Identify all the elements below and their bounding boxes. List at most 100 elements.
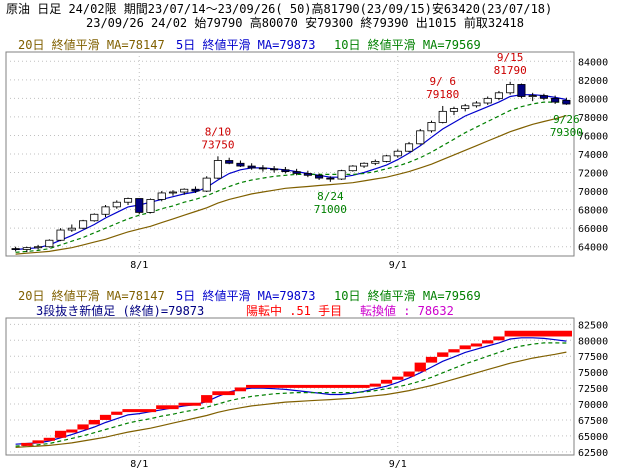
new-price-brick — [88, 419, 100, 425]
new-price-brick — [77, 424, 89, 430]
new-price-brick — [414, 362, 426, 372]
new-price-brick — [122, 409, 157, 413]
y-tick-label: 62500 — [578, 448, 608, 459]
candle-body — [539, 95, 548, 99]
new-price-brick — [504, 330, 572, 337]
annotation-value: 79180 — [426, 88, 459, 101]
new-price-brick — [32, 440, 44, 444]
annotation-value: 71000 — [314, 203, 347, 216]
header-line-1: 原油 日足 24/02限 期間23/07/14～23/09/26( 50)高81… — [6, 2, 553, 16]
candle-body — [438, 110, 447, 123]
new-price-brick — [380, 379, 393, 384]
candle-body — [281, 169, 290, 173]
annotation-value: 79300 — [550, 126, 583, 139]
candle-body — [45, 239, 54, 248]
candle-body — [449, 108, 459, 112]
y-tick-label: 72500 — [578, 384, 608, 395]
top-legend-ma20: 20日 終値平滑 MA=78147 — [18, 38, 165, 52]
y-tick-label: 75000 — [578, 368, 608, 379]
ma20-line — [15, 114, 567, 255]
candle-body — [270, 168, 279, 171]
kagi-label: 3段抜き新値足 (終値)=79873 — [36, 304, 205, 318]
candle-body — [236, 162, 245, 167]
candle-body — [67, 227, 76, 231]
candle-body — [225, 160, 234, 164]
new-price-brick — [448, 349, 460, 353]
new-price-panel: 62500 65000 67500 70000 72500 75000 77500 80000… — [5, 317, 608, 470]
candle-body — [315, 174, 324, 179]
new-price-brick — [99, 414, 112, 420]
candle-body — [360, 162, 369, 167]
candle-body — [180, 188, 189, 193]
new-price-brick — [54, 430, 67, 438]
candle-body — [90, 213, 99, 222]
annotation-date: 8/24 — [317, 190, 344, 203]
x-tick-label: 8/1 — [130, 459, 148, 470]
candle-body — [146, 199, 155, 213]
y-tick-label: 64000 — [578, 243, 608, 254]
candle-body — [191, 188, 200, 192]
candle-body — [22, 247, 31, 250]
candle-body — [404, 143, 414, 152]
annotation-date: 9/ 6 — [429, 75, 456, 88]
annotation-date: 8/10 — [205, 125, 232, 138]
candle-body — [258, 167, 267, 170]
new-price-brick — [425, 356, 438, 363]
y-tick-label: 68000 — [578, 206, 608, 217]
new-price-brick — [403, 371, 415, 377]
x-tick-label: 9/1 — [389, 260, 407, 271]
candle-body — [416, 130, 425, 145]
new-price-brick — [21, 442, 33, 446]
candle-body — [472, 102, 481, 107]
ma20-line — [15, 351, 567, 448]
x-tick-label: 9/1 — [389, 459, 407, 470]
y-tick-label: 77500 — [578, 352, 608, 363]
candle-body — [427, 122, 436, 132]
y-tick-label: 76000 — [578, 131, 608, 142]
candle-body — [483, 97, 492, 104]
header-line-2: 23/09/26 24/02 始79790 高80070 安79300 終793… — [86, 16, 525, 30]
ma5-line — [15, 94, 567, 251]
candle-body — [517, 84, 526, 97]
candle-body — [135, 198, 144, 213]
candle-body — [371, 161, 380, 164]
candle-body — [247, 165, 256, 169]
annotation-value: 81790 — [494, 64, 527, 77]
top-legend-ma5: 5日 終値平滑 MA=79873 — [176, 38, 316, 52]
candle-body — [11, 248, 20, 250]
candle-body — [528, 95, 537, 97]
candle-body — [292, 171, 301, 174]
annotation-date: 9/26 — [553, 113, 580, 126]
ma10-line — [15, 342, 567, 447]
candle-body — [494, 92, 503, 99]
annotation-date: 9/15 — [497, 51, 524, 64]
bottom-legend-ma10: 10日 終値平滑 MA=79569 — [334, 289, 481, 303]
y-tick-label: 82000 — [578, 76, 608, 87]
candle-body — [101, 206, 110, 215]
candle-body — [168, 191, 178, 194]
candle-body — [303, 173, 312, 176]
bottom-legend-ma5: 5日 終値平滑 MA=79873 — [176, 289, 316, 303]
candlestick-panel: 64000 66000 68000 70000 72000 74000 76000 78000… — [5, 51, 608, 271]
new-price-brick — [66, 429, 78, 433]
bottom-legend-ma20: 20日 終値平滑 MA=78147 — [18, 289, 165, 303]
candle-body — [551, 97, 560, 103]
new-price-brick — [201, 395, 213, 403]
y-tick-label: 70000 — [578, 400, 608, 411]
new-price-brick — [178, 402, 202, 406]
new-price-brick — [234, 387, 247, 392]
candle-body — [202, 177, 211, 192]
new-price-brick — [43, 437, 55, 441]
top-legend-ma10: 10日 終値平滑 MA=79569 — [334, 38, 481, 52]
y-tick-label: 66000 — [578, 224, 608, 235]
new-price-brick — [493, 336, 505, 341]
new-price-brick — [369, 383, 381, 387]
kagi-reversal: 転換値 : 78632 — [360, 304, 454, 318]
new-price-brick — [437, 352, 449, 357]
candle-body — [382, 155, 391, 162]
candle-body — [157, 192, 166, 200]
y-tick-label: 70000 — [578, 187, 608, 198]
candle-body — [79, 220, 88, 229]
candle-body — [34, 246, 43, 249]
candle-body — [213, 160, 222, 179]
